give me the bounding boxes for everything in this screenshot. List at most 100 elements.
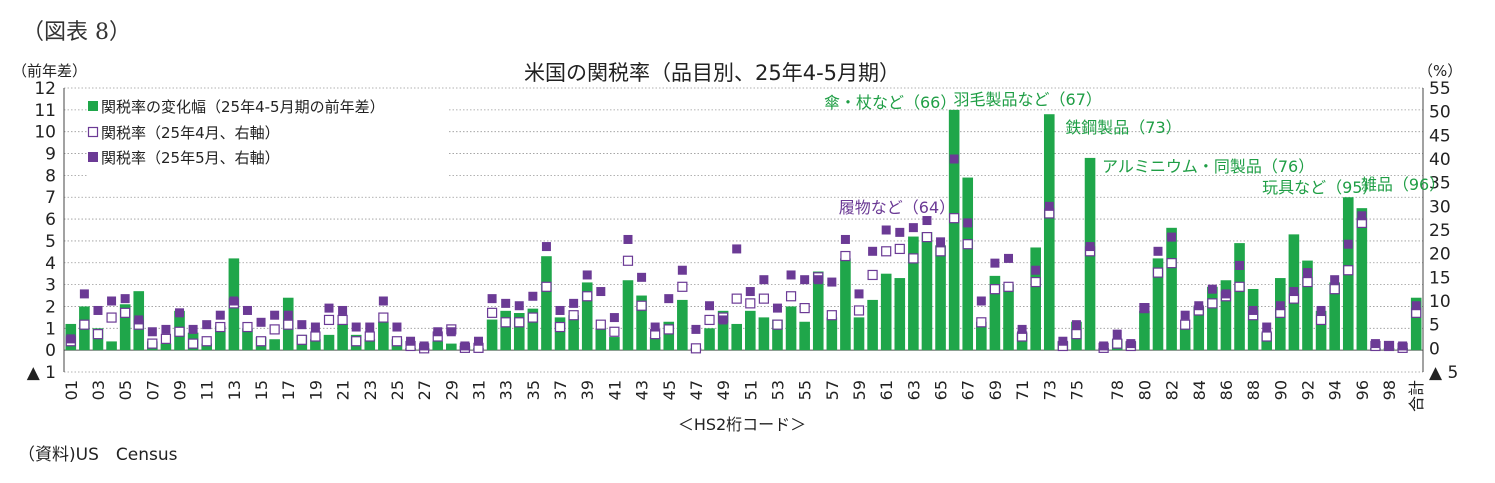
- x-tick-label: 05: [116, 380, 135, 400]
- marker-may: [922, 216, 932, 226]
- bar-change: [1193, 306, 1205, 351]
- x-tick-label: 39: [578, 380, 597, 400]
- marker-may: [1112, 329, 1122, 339]
- x-tick-label: 61: [877, 380, 896, 400]
- source-note: （資料)US Census: [18, 445, 178, 465]
- marker-april: [704, 314, 715, 326]
- bar-change: [541, 256, 552, 351]
- x-tick-label: 19: [306, 380, 325, 400]
- marker-may: [569, 298, 579, 308]
- marker-april: [1071, 329, 1082, 340]
- marker-april: [1329, 284, 1340, 295]
- marker-may: [120, 294, 130, 304]
- legend-swatch-may: [88, 152, 98, 162]
- marker-may: [786, 270, 796, 280]
- bar-change: [609, 337, 620, 351]
- marker-may: [650, 322, 660, 332]
- marker-may: [66, 334, 76, 344]
- annotation-label: 傘・杖など（66）: [824, 93, 956, 112]
- bar-change: [160, 343, 172, 351]
- x-tick-label: 31: [469, 380, 488, 400]
- marker-may: [175, 308, 185, 318]
- annotations: 傘・杖など（66）羽毛製品など（67） 鉄鋼製品（73） アルミニウム・同製品（76…: [824, 90, 1445, 217]
- right-tick-label: 25: [1429, 221, 1451, 241]
- marker-may: [1004, 253, 1014, 263]
- bar-change: [1302, 260, 1313, 351]
- marker-may: [582, 270, 592, 280]
- left-tick-label: 10: [34, 123, 56, 143]
- marker-may: [501, 298, 511, 308]
- marker-may: [745, 287, 755, 297]
- bar-change: [1220, 280, 1232, 351]
- marker-may: [310, 322, 320, 332]
- marker-april: [500, 317, 511, 328]
- marker-april: [242, 321, 253, 333]
- bar-change: [758, 317, 770, 351]
- marker-may: [406, 336, 416, 346]
- bar-change: [242, 328, 253, 351]
- bar-change: [1234, 243, 1245, 351]
- bar-change: [799, 321, 810, 351]
- marker-april: [1207, 298, 1218, 309]
- x-tick-label: 82: [1163, 380, 1182, 400]
- left-tick-label: 2: [45, 297, 56, 317]
- bar-change: [1207, 286, 1218, 351]
- bar-change: [1152, 258, 1164, 351]
- marker-april: [1234, 281, 1245, 292]
- marker-may: [1289, 287, 1299, 297]
- marker-may: [1139, 303, 1149, 313]
- bar-change: [581, 282, 593, 351]
- bar-change: [962, 177, 974, 351]
- marker-april: [364, 331, 375, 342]
- marker-may: [283, 310, 293, 320]
- left-tick-label: 1: [45, 319, 56, 339]
- x-tick-label: 23: [361, 380, 380, 400]
- bar-change: [1315, 310, 1327, 351]
- bar-change: [310, 339, 321, 351]
- legend-label-change: 関税率の変化幅（25年4-5月期の前年差）: [101, 98, 385, 116]
- bar-change: [513, 313, 525, 351]
- right-tick-label: 45: [1429, 126, 1451, 146]
- x-tick-label: 09: [171, 380, 190, 400]
- marker-may: [79, 289, 89, 299]
- marker-april: [378, 312, 389, 323]
- bar-change: [989, 275, 1001, 351]
- bar-change: [663, 321, 675, 351]
- x-axis: 01 03 05 07 09 11 13 15 17 19 21 23 25 27 29 31 33 35 37 39…: [62, 380, 1426, 412]
- x-tick-label: 57: [823, 380, 842, 400]
- marker-may: [868, 246, 878, 256]
- right-tick-label: 40: [1429, 150, 1451, 170]
- bar-change: [446, 343, 457, 351]
- marker-april: [840, 250, 851, 262]
- marker-may: [1044, 201, 1054, 211]
- marker-april: [296, 334, 307, 345]
- marker-april: [1003, 281, 1014, 292]
- marker-april: [826, 310, 837, 321]
- bar-change: [717, 310, 729, 351]
- bar-change: [364, 339, 376, 351]
- marker-april: [690, 343, 702, 354]
- marker-april: [554, 321, 566, 333]
- marker-april: [527, 312, 538, 323]
- marker-april: [582, 291, 593, 302]
- x-tick-label: 98: [1380, 380, 1399, 400]
- marker-may: [1235, 261, 1245, 270]
- marker-april: [215, 321, 226, 333]
- chart-title: 米国の関税率（品目別、25年4-5月期）: [524, 61, 900, 85]
- marker-may: [1262, 322, 1272, 332]
- marker-april: [962, 239, 973, 250]
- right-tick-label: 30: [1429, 197, 1451, 217]
- marker-may: [487, 294, 497, 304]
- bar-change: [935, 245, 946, 351]
- left-tick-label: 11: [34, 101, 56, 121]
- marker-may: [446, 327, 456, 337]
- marker-may: [1316, 305, 1326, 315]
- marker-april: [881, 246, 892, 257]
- bar-change: [486, 319, 498, 351]
- marker-may: [637, 272, 647, 282]
- marker-may: [1384, 341, 1394, 351]
- bar-change: [867, 299, 878, 351]
- marker-may: [338, 305, 348, 315]
